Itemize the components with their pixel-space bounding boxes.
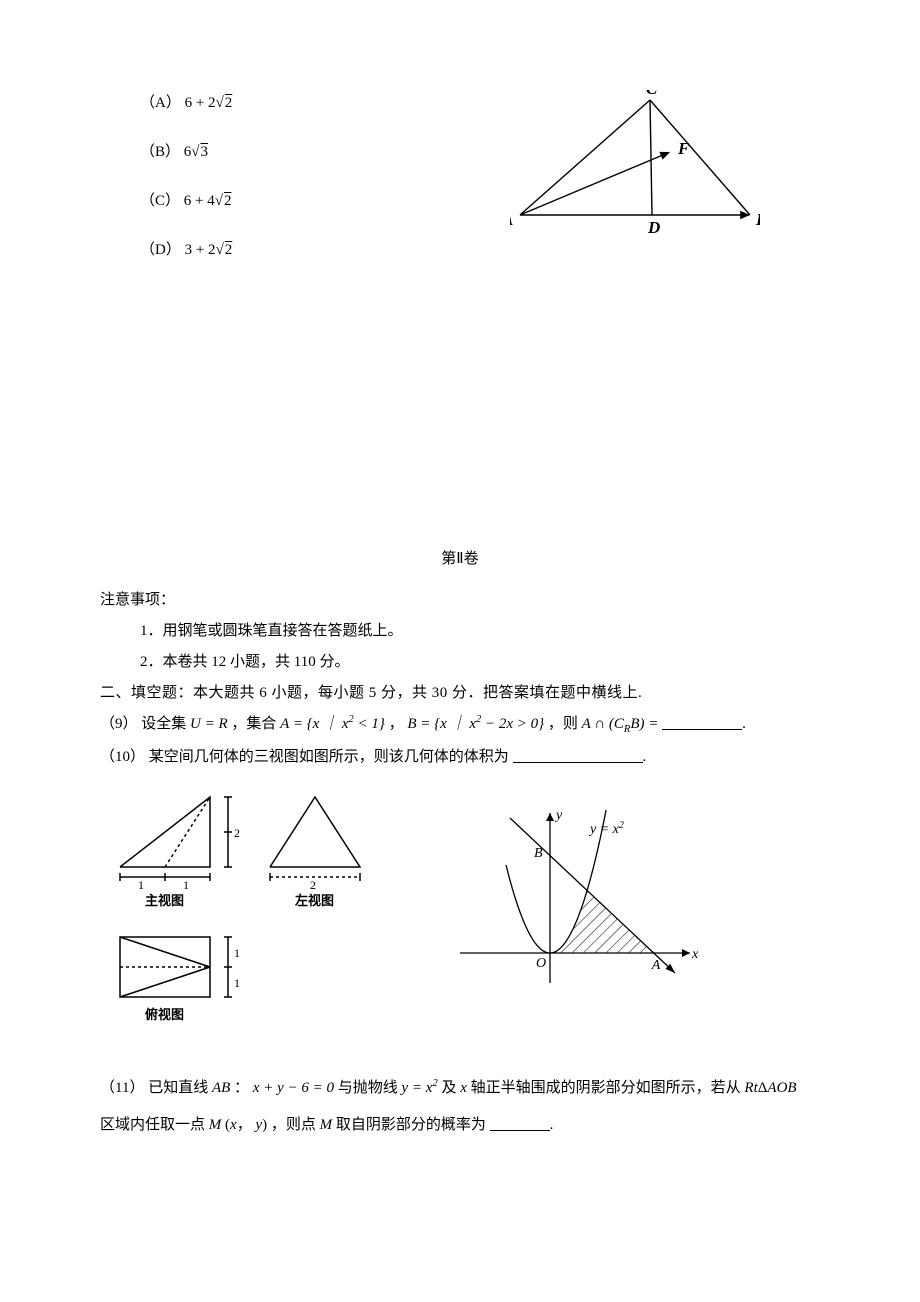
svg-text:C: C <box>646 90 658 98</box>
section2-title: 第Ⅱ卷 <box>100 546 820 573</box>
svg-text:F: F <box>677 139 690 158</box>
q9-t4: ，则 <box>548 716 578 732</box>
q11-num: （11） <box>100 1080 144 1096</box>
option-b-expr: 6√3 <box>184 144 209 160</box>
q11-t5: 区域内任取一点 <box>100 1117 209 1133</box>
q11-t6: ，则点 <box>271 1117 320 1133</box>
q11-colon: ： <box>234 1080 249 1096</box>
svg-text:O: O <box>536 956 546 971</box>
parabola-figure: O A Bx y y = x2 <box>450 803 710 1013</box>
option-b-label: （B） <box>140 144 180 160</box>
notice-2: 2．本卷共 12 小题，共 110 分。 <box>140 649 820 676</box>
q10-period: . <box>643 749 647 765</box>
q11-yv: y <box>252 1117 262 1133</box>
svg-text:D: D <box>647 218 660 237</box>
svg-text:y: y <box>554 808 563 823</box>
options-block: （A） 6 + 2√2 （B） 6√3 （C） 6 + 4√2 （D） <box>100 90 510 286</box>
q11-comma: ， <box>237 1117 252 1133</box>
q9-t2: ，集合 <box>231 716 276 732</box>
q11-aob: AOB <box>767 1080 796 1096</box>
option-a-label: （A） <box>140 95 181 111</box>
question-11-line1: （11） 已知直线 AB ： x + y − 6 = 0 与抛物线 y = x2… <box>100 1075 820 1102</box>
q11-paren-close: ) <box>262 1117 267 1133</box>
q11-delta: Δ <box>758 1080 768 1096</box>
q9-period: . <box>742 716 746 732</box>
q9-t3: ， <box>389 716 404 732</box>
q11-rt: Rt <box>744 1080 757 1096</box>
q10-blank <box>513 747 643 763</box>
q9-aeq: A = {x ｜ x2 < 1} <box>280 716 385 732</box>
q11-blank <box>490 1115 550 1131</box>
q9-beq: B = {x ｜ x2 − 2x > 0} <box>407 716 544 732</box>
option-b: （B） 6√3 <box>140 139 510 166</box>
q11-t1: 已知直线 <box>148 1080 208 1096</box>
svg-text:主视图: 主视图 <box>145 893 184 908</box>
q11-period: . <box>550 1117 554 1133</box>
three-view-figure: 211主视图2左视图11俯视图 <box>110 787 370 1047</box>
q9-num: （9） <box>100 716 138 732</box>
q9-result: A ∩ (CRB) = <box>582 716 659 732</box>
option-d-label: （D） <box>140 242 181 258</box>
option-c-expr: 6 + 4√2 <box>184 193 233 209</box>
q10-text: 某空间几何体的三视图如图所示，则该几何体的体积为 <box>149 749 509 765</box>
option-d: （D） 3 + 2√2 <box>140 237 510 264</box>
q11-m: M <box>209 1117 222 1133</box>
q11-t4: 轴正半轴围成的阴影部分如图所示，若从 <box>471 1080 745 1096</box>
q11-m2: M <box>320 1117 333 1133</box>
q11-xaxis: x <box>460 1080 467 1096</box>
svg-text:1: 1 <box>138 878 144 892</box>
q9-ueq: U = R <box>190 716 228 732</box>
svg-text:A: A <box>510 210 513 229</box>
fill-heading: 二、填空题：本大题共 6 小题，每小题 5 分，共 30 分．把答案填在题中横线… <box>100 680 820 707</box>
q9-blank <box>662 714 742 730</box>
q11-t3: 及 <box>441 1080 460 1096</box>
option-a: （A） 6 + 2√2 <box>140 90 510 117</box>
svg-text:B: B <box>755 210 760 229</box>
svg-text:A: A <box>651 958 661 973</box>
svg-text:2: 2 <box>310 878 316 892</box>
q11-t7: 取自阴影部分的概率为 <box>336 1117 486 1133</box>
svg-text:x: x <box>691 947 699 962</box>
svg-text:1: 1 <box>183 878 189 892</box>
option-d-expr: 3 + 2√2 <box>185 242 234 258</box>
notice-1: 1．用钢笔或圆珠笔直接答在答题纸上。 <box>140 618 820 645</box>
q10-num: （10） <box>100 749 145 765</box>
q11-lineeq: x + y − 6 = 0 <box>253 1080 334 1096</box>
svg-text:2: 2 <box>234 826 240 840</box>
question-11-line2: 区域内任取一点 M (x， y) ，则点 M 取自阴影部分的概率为 . <box>100 1112 820 1139</box>
triangle-figure: A B C D F <box>510 90 760 250</box>
question-9: （9） 设全集 U = R ，集合 A = {x ｜ x2 < 1} ， B =… <box>100 711 820 740</box>
q11-xv: x <box>230 1117 237 1133</box>
q11-ab: AB <box>212 1080 230 1096</box>
svg-text:1: 1 <box>234 976 240 990</box>
svg-text:y = x2: y = x2 <box>588 819 624 837</box>
q11-paraeq: y = x2 <box>402 1080 438 1096</box>
option-c: （C） 6 + 4√2 <box>140 188 510 215</box>
notice-heading: 注意事项： <box>100 587 820 614</box>
q9-t1: 设全集 <box>141 716 186 732</box>
svg-text:俯视图: 俯视图 <box>145 1007 184 1022</box>
svg-text:左视图: 左视图 <box>295 893 334 908</box>
svg-text:B: B <box>534 846 543 861</box>
option-a-expr: 6 + 2√2 <box>185 95 234 111</box>
q11-t2: 与抛物线 <box>338 1080 402 1096</box>
svg-text:1: 1 <box>234 946 240 960</box>
option-c-label: （C） <box>140 193 180 209</box>
question-10: （10） 某空间几何体的三视图如图所示，则该几何体的体积为 . <box>100 744 820 771</box>
